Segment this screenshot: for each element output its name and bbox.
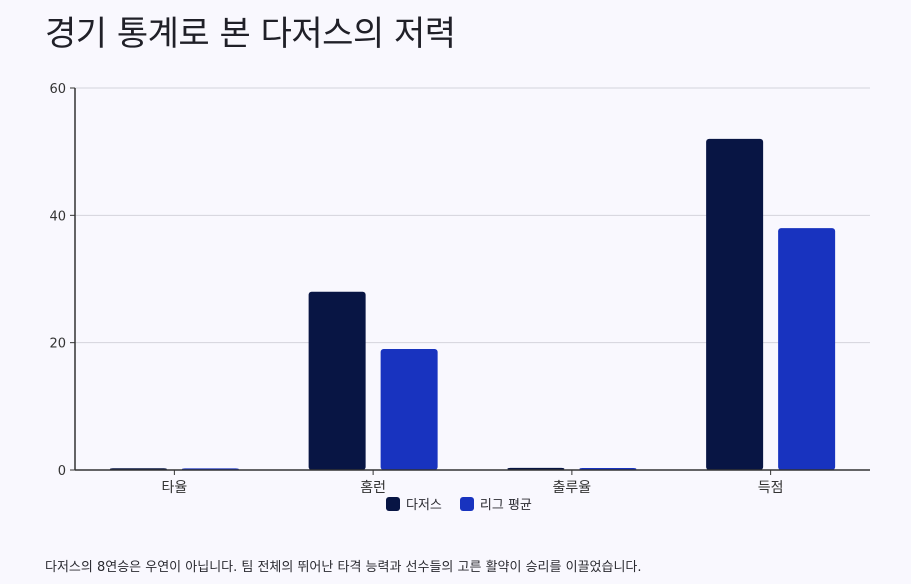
y-tick-label: 40 [49, 209, 66, 224]
x-tick-label: 홈런 [360, 480, 386, 496]
bar-league-1[interactable] [380, 349, 438, 470]
x-tick-label: 타율 [161, 480, 187, 496]
legend-label-league: 리그 평균 [479, 498, 532, 513]
legend-label-dodgers: 다저스 [406, 498, 442, 513]
x-axis: 타율 홈런 출루율 득점 [75, 469, 870, 496]
legend-item-dodgers[interactable]: 다저스 [386, 494, 442, 513]
bar-dodgers-1[interactable] [308, 291, 366, 470]
x-tick-label: 득점 [758, 480, 784, 496]
bars [109, 138, 836, 470]
bar-dodgers-3[interactable] [706, 138, 764, 470]
legend-swatch-league [459, 496, 474, 511]
chart-title: 경기 통계로 본 다저스의 저력 [45, 14, 456, 54]
x-tick-label: 출루율 [553, 480, 592, 496]
y-tick-label: 60 [49, 82, 66, 97]
caption: 다저스의 8연승은 우연이 아닙니다. 팀 전체의 뛰어난 타격 능력과 선수들… [45, 560, 642, 575]
y-axis: 0 20 40 60 [49, 82, 76, 479]
legend-item-league[interactable]: 리그 평균 [459, 494, 532, 513]
legend: 다저스 리그 평균 [386, 494, 532, 513]
y-tick-label: 0 [58, 464, 66, 479]
bar-league-3[interactable] [778, 228, 836, 470]
legend-swatch-dodgers [386, 496, 400, 511]
y-tick-label: 20 [49, 337, 66, 352]
